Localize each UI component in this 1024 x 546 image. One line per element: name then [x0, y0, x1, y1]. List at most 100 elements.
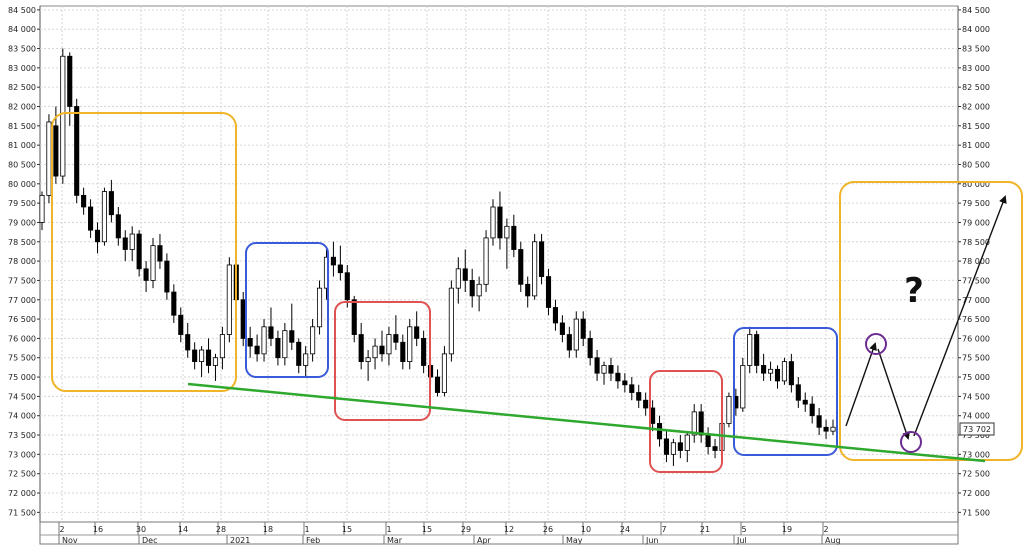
candle-body: [164, 260, 170, 293]
candle-body: [643, 399, 649, 409]
candle: [129, 226, 135, 262]
candle-body: [185, 334, 191, 351]
candle: [504, 218, 510, 269]
candle: [157, 234, 163, 269]
x-month-label: May: [566, 536, 583, 545]
candle-body: [434, 376, 441, 393]
y-tick-label-right: 84 500: [962, 6, 990, 15]
candle: [421, 330, 427, 374]
candle: [601, 361, 607, 385]
x-axis-band: [39, 521, 959, 545]
candle: [400, 334, 406, 370]
y-tick-label-right: 80 000: [962, 180, 990, 189]
candle-body: [566, 334, 572, 351]
red-box-march: [334, 301, 431, 421]
candle: [108, 179, 114, 223]
candle: [788, 353, 794, 393]
candle-body: [53, 125, 59, 177]
y-tick-label-right: 76 000: [962, 334, 990, 343]
candle-body: [101, 191, 107, 243]
candle: [455, 257, 461, 304]
candle-body: [129, 233, 135, 250]
x-month-label: Feb: [306, 536, 320, 545]
candle-body: [795, 384, 801, 401]
y-tick-label-right: 84 000: [962, 25, 990, 34]
candle-body: [490, 206, 496, 239]
candle-body: [552, 307, 559, 324]
candle: [247, 326, 253, 358]
candle-body: [240, 299, 246, 339]
candle-body: [754, 334, 760, 366]
y-tick-label-right: 78 500: [962, 238, 990, 247]
y-tick-label-left: 78 500: [8, 238, 36, 247]
candle: [448, 280, 454, 362]
candle: [171, 284, 177, 323]
candle: [532, 234, 538, 300]
candle-body: [205, 349, 212, 366]
candle-body: [414, 326, 420, 339]
candle: [344, 264, 350, 308]
candle-body: [212, 357, 219, 366]
candle: [809, 396, 815, 424]
candle: [490, 199, 496, 246]
candle-body: [809, 403, 815, 417]
candle: [330, 241, 336, 277]
y-tick-label-right: 82 500: [962, 83, 990, 92]
x-date-label: 28: [216, 525, 226, 534]
blue-box-january: [245, 242, 329, 378]
candle-body: [525, 283, 531, 297]
candle-body: [629, 384, 635, 393]
candle: [636, 384, 642, 408]
candle-body: [39, 194, 45, 223]
candle-body: [226, 264, 232, 335]
y-tick-label-right: 72 500: [962, 470, 990, 479]
candle-body: [178, 314, 184, 335]
candle: [303, 346, 309, 378]
candle-body: [781, 361, 787, 382]
last-price-label: 73 702: [963, 425, 991, 434]
y-tick-label-left: 79 000: [8, 218, 36, 227]
candle: [545, 268, 552, 316]
candle-body: [483, 237, 489, 285]
projection-arrow-1: [845, 342, 877, 427]
candle: [726, 392, 732, 428]
candle-body: [296, 341, 302, 366]
candle-body: [282, 330, 288, 359]
candle: [802, 392, 808, 412]
candle: [254, 334, 260, 362]
y-tick-label-right: 79 000: [962, 218, 990, 227]
candle: [310, 319, 316, 362]
candle: [656, 415, 663, 447]
y-tick-label-right: 83 000: [962, 64, 990, 73]
candle: [552, 299, 559, 331]
x-date-label: 12: [504, 525, 514, 534]
candle: [559, 315, 565, 343]
x-month-label: Aug: [825, 536, 841, 545]
candle-body: [476, 283, 482, 297]
candle: [74, 98, 80, 204]
y-tick-label-left: 72 000: [8, 489, 36, 498]
y-tick-label-left: 75 500: [8, 354, 36, 363]
grid: [40, 6, 958, 522]
candle-body: [268, 326, 274, 339]
y-tick-label-left: 82 000: [8, 102, 36, 111]
candle: [115, 206, 121, 246]
candle-body: [448, 287, 454, 355]
candle-body: [698, 411, 704, 436]
candle: [358, 322, 364, 370]
candle-body: [615, 372, 621, 382]
candle: [539, 234, 545, 285]
candle: [580, 311, 586, 347]
candle-body: [705, 434, 711, 448]
candle-body: [421, 338, 427, 366]
candle: [650, 400, 656, 432]
candle-body: [726, 395, 732, 424]
y-tick-label-right: 75 000: [962, 373, 990, 382]
candle-body: [74, 106, 80, 196]
y-tick-label-right: 83 500: [962, 45, 990, 54]
candle-body: [81, 194, 87, 208]
candle: [573, 311, 579, 358]
candle-body: [143, 268, 149, 281]
candle: [185, 322, 191, 358]
x-date-label: 7: [661, 525, 666, 534]
